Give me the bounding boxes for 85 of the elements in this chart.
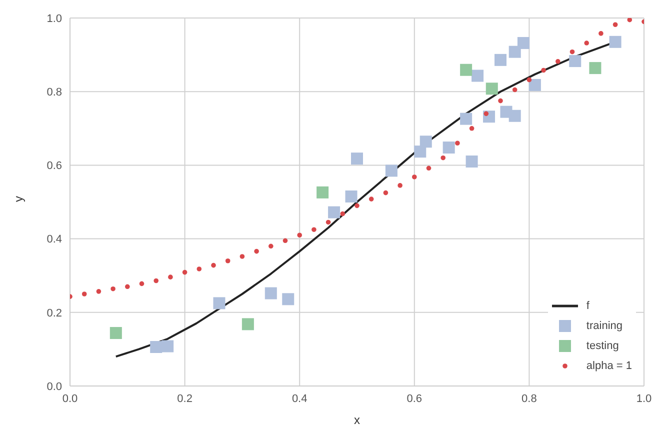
- point: [225, 258, 230, 264]
- point: [584, 40, 589, 46]
- point: [312, 227, 316, 232]
- x-tick-label: 0.0: [62, 392, 78, 405]
- point: [326, 220, 331, 225]
- y-tick-label: 0.4: [46, 234, 62, 246]
- point: [282, 293, 294, 306]
- point: [460, 64, 472, 76]
- point: [442, 142, 455, 154]
- point: [570, 49, 575, 54]
- point: [264, 287, 277, 300]
- point: [340, 211, 346, 216]
- point: [110, 286, 116, 292]
- x-tick-label: 0.2: [177, 392, 192, 405]
- point: [139, 281, 144, 286]
- y-tick-label: 0.8: [46, 86, 62, 99]
- point: [82, 292, 87, 296]
- point: [110, 327, 122, 340]
- point: [498, 98, 503, 104]
- point: [486, 82, 498, 95]
- point: [162, 340, 174, 352]
- point: [282, 238, 288, 244]
- point: [268, 244, 274, 249]
- x-tick-label: 0.6: [406, 392, 422, 405]
- point: [472, 70, 484, 82]
- point: [351, 152, 363, 165]
- point: [168, 274, 173, 280]
- point: [569, 55, 582, 68]
- point: [383, 190, 388, 196]
- point: [466, 156, 478, 168]
- point: [508, 110, 521, 122]
- legend-label: testing: [586, 340, 619, 352]
- point: [484, 111, 489, 116]
- y-tick-label: 0.2: [46, 307, 62, 320]
- point: [526, 77, 532, 82]
- point: [254, 248, 259, 254]
- x-axis-title: x: [354, 413, 360, 427]
- point: [213, 297, 226, 310]
- point: [517, 37, 530, 50]
- x-tick-label: 0.8: [522, 392, 537, 405]
- point: [398, 183, 402, 188]
- y-tick-label: 0.6: [46, 160, 62, 172]
- y-tick-label: 0.0: [46, 380, 62, 393]
- x-tick-label: 1.0: [636, 392, 652, 405]
- point: [211, 262, 216, 268]
- point: [455, 140, 460, 146]
- point: [196, 266, 202, 272]
- point: [125, 284, 130, 290]
- legend-label: alpha = 1: [586, 360, 632, 372]
- x-tick-label: 0.4: [292, 392, 308, 405]
- point: [354, 203, 360, 208]
- y-tick-label: 1.0: [46, 12, 62, 25]
- point: [154, 278, 158, 284]
- point: [412, 174, 417, 180]
- point: [240, 254, 245, 259]
- point: [414, 146, 426, 158]
- point: [612, 22, 618, 28]
- point: [345, 190, 358, 202]
- legend-label: training: [586, 320, 622, 332]
- point: [598, 31, 604, 36]
- point: [96, 289, 102, 294]
- point: [609, 36, 622, 48]
- point: [316, 186, 329, 198]
- point: [385, 164, 398, 177]
- point: [508, 46, 521, 58]
- point: [460, 112, 472, 125]
- point: [528, 78, 541, 91]
- point: [512, 87, 518, 92]
- y-axis-title: y: [11, 196, 26, 202]
- point: [440, 155, 446, 160]
- point: [494, 54, 506, 66]
- point: [469, 126, 474, 131]
- point: [182, 270, 188, 275]
- point: [328, 206, 340, 218]
- point: [589, 62, 602, 74]
- point: [368, 196, 374, 202]
- legend-label: f: [586, 300, 590, 312]
- point: [420, 136, 432, 148]
- point: [297, 232, 302, 238]
- point: [556, 59, 560, 64]
- point: [627, 18, 632, 22]
- point: [150, 340, 162, 353]
- point: [426, 166, 432, 171]
- point: [242, 318, 254, 330]
- point: [541, 68, 546, 73]
